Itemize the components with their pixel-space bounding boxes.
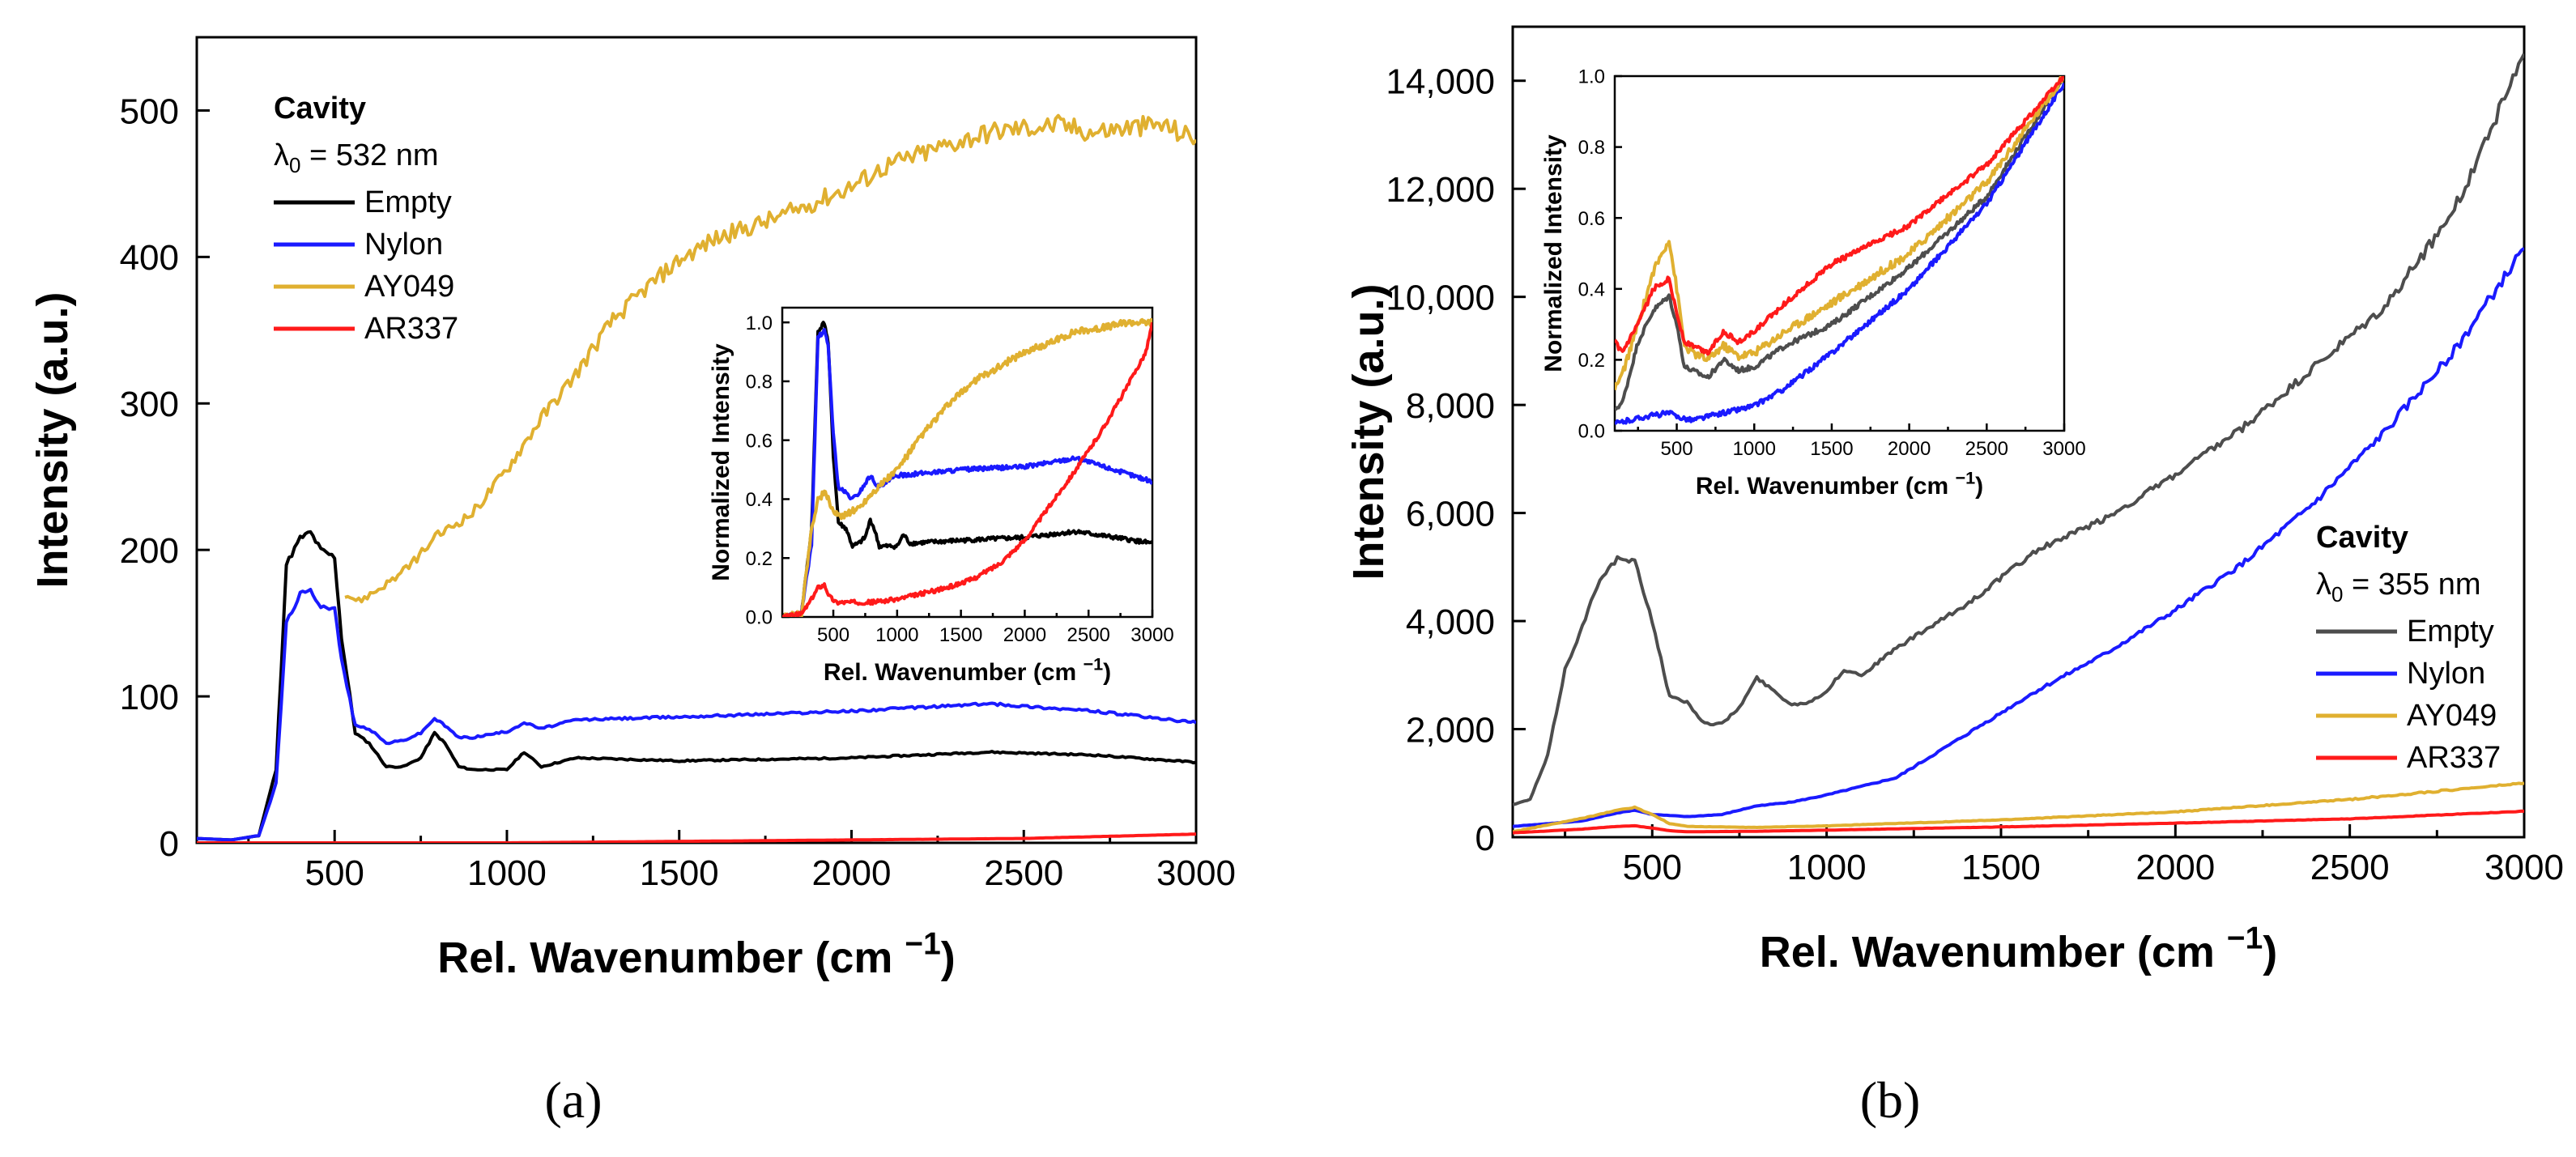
panel-a-inset: 500 1000 1500 2000 2500 3000 0.0 0.2 0.4 0.6 0.8 1.… xyxy=(708,306,1174,686)
panel-b-legend-entry-empty: Empty xyxy=(2407,615,2494,649)
panel-a-ytick-label: 500 xyxy=(120,91,179,131)
panel-b-xtick-label: 1000 xyxy=(1787,848,1867,887)
panel-a-inset-xtick-label: 2500 xyxy=(1067,624,1110,646)
panel-b-inset-ytick-label: 0.8 xyxy=(1578,137,1605,159)
panel-a-xtick-label: 1500 xyxy=(640,853,719,893)
panel-a-inset-xtick-label: 1000 xyxy=(875,624,918,646)
panel-a-xtick-label: 2000 xyxy=(812,853,892,893)
panel-b-inset-xtick-label: 1500 xyxy=(1810,438,1853,460)
panel-b-xtick-label: 3000 xyxy=(2484,848,2564,887)
panel-b-xtick-label: 500 xyxy=(1623,848,1682,887)
panel-b-caption: (b) xyxy=(1860,1071,1921,1129)
panel-a-inset-ylabel: Normalized Intensity xyxy=(708,343,734,581)
panel-b-ytick-label: 12,000 xyxy=(1386,170,1495,210)
panel-b-inset-ytick-label: 1.0 xyxy=(1578,66,1605,88)
panel-b-xtick-label: 2000 xyxy=(2135,848,2215,887)
panel-b-legend-entry-ay049: AY049 xyxy=(2407,699,2497,733)
panel-b-ytick-label: 8,000 xyxy=(1406,386,1495,426)
panel-a-legend-title: Cavity xyxy=(274,91,366,125)
panel-b-legend-title: Cavity xyxy=(2316,521,2408,555)
panel-b-series-ay049 xyxy=(1513,781,2524,834)
panel-a-xtick-label: 1000 xyxy=(467,853,547,893)
panel-b-frame xyxy=(1511,25,2526,839)
panel-b-inset-xtick-label: 500 xyxy=(1661,438,1693,460)
panel-a-inset-ytick-label: 1.0 xyxy=(746,313,773,334)
panel-a-inset-series-ay049 xyxy=(782,317,1152,617)
panel-a-xtick-label: 2500 xyxy=(984,853,1063,893)
panel-b-series-nylon xyxy=(1513,247,2524,828)
panel-b-xtick-label: 2500 xyxy=(2310,848,2390,887)
panel-b-xtick-label: 1500 xyxy=(1961,848,2041,887)
panel-a-ytick-label: 400 xyxy=(120,238,179,278)
panel-a-legend-entry-empty: Empty xyxy=(364,185,452,219)
panel-a-series-ar337 xyxy=(197,832,1196,843)
panel-b-inset-bg xyxy=(1613,74,2066,432)
panel-b-ytick-label: 2,000 xyxy=(1406,710,1495,750)
panel-b-ytick-label: 10,000 xyxy=(1386,279,1495,318)
panel-b-inset-xtick-label: 2500 xyxy=(1965,438,2008,460)
panel-a-inset-ytick-label: 0.0 xyxy=(746,607,773,629)
panel-a-inset-xtick-label: 2000 xyxy=(1003,624,1046,646)
panel-a-ylabel: Intensity (a.u.) xyxy=(28,291,77,588)
panel-b-inset-xlabel: Rel. Wavenumber (cm −1) xyxy=(1696,467,1983,500)
panel-a-legend-wavelength: λ0 = 532 nm xyxy=(274,138,439,177)
panel-b-ylabel: Intensity (a.u.) xyxy=(1344,283,1393,580)
panel-a-xtick-label: 3000 xyxy=(1156,853,1236,893)
panel-a-inset-series-nylon xyxy=(782,327,1152,617)
panel-b-ytick-label: 4,000 xyxy=(1406,602,1495,642)
panel-b-inset-ytick-label: 0.6 xyxy=(1578,208,1605,230)
panel-a: 500 1000 1500 2000 2500 3000 0 100 200 300 400 500 R… xyxy=(28,36,1236,1129)
panel-a-inset-xlabel: Rel. Wavenumber (cm −1) xyxy=(824,653,1111,686)
panel-a-inset-frame xyxy=(781,306,1154,619)
panel-a-series-empty xyxy=(197,530,1196,842)
panel-b-inset-series-nylon xyxy=(1615,83,2064,425)
panel-b: 500 1000 1500 2000 2500 3000 0 2,000 4,000 6,000 8… xyxy=(1344,25,2564,1129)
panel-a-inset-series-ar337 xyxy=(782,321,1152,617)
panel-b-series-empty xyxy=(1513,53,2524,806)
panel-a-inset-ytick-label: 0.8 xyxy=(746,372,773,393)
panel-b-inset-xtick-label: 3000 xyxy=(2042,438,2085,460)
panel-b-inset-ylabel: Normalized Intensity xyxy=(1540,134,1567,372)
panel-b-inset-ytick-label: 0.4 xyxy=(1578,279,1605,300)
panel-b-legend-entry-nylon: Nylon xyxy=(2407,657,2485,691)
panel-a-inset-ytick-label: 0.2 xyxy=(746,548,773,570)
panel-a-caption: (a) xyxy=(544,1071,602,1129)
panel-a-xtick-label: 500 xyxy=(304,853,364,893)
panel-a-series-nylon xyxy=(197,588,1196,842)
panel-a-inset-xtick-label: 3000 xyxy=(1130,624,1173,646)
panel-b-inset-ytick-label: 0.2 xyxy=(1578,350,1605,372)
panel-b-ytick-label: 0 xyxy=(1475,819,1495,858)
panel-a-inset-series-empty xyxy=(782,321,1152,617)
panel-a-ytick-label: 0 xyxy=(160,824,179,864)
panel-b-series-ar337 xyxy=(1513,809,2524,835)
panel-a-inset-xtick-label: 1500 xyxy=(939,624,982,646)
panel-a-ytick-label: 100 xyxy=(120,678,179,717)
panel-a-legend-entry-nylon: Nylon xyxy=(364,228,443,262)
panel-b-inset-series-empty xyxy=(1615,76,2064,411)
panel-b-inset-frame xyxy=(1613,74,2066,432)
panel-a-ytick-label: 300 xyxy=(120,385,179,424)
panel-a-xlabel: Rel. Wavenumber (cm −1) xyxy=(437,926,955,982)
panel-a-inset-xtick-label: 500 xyxy=(817,624,849,646)
panel-a-inset-ytick-label: 0.6 xyxy=(746,430,773,452)
panel-b-inset: 500 1000 1500 2000 2500 3000 0.0 0.2 0.4 0.6 0.8 1.… xyxy=(1540,66,2086,500)
panel-b-legend-entry-ar337: AR337 xyxy=(2407,741,2501,775)
panel-b-inset-series-ay049 xyxy=(1615,76,2064,391)
panel-b-ytick-label: 6,000 xyxy=(1406,494,1495,534)
panel-a-series-ay049 xyxy=(344,113,1196,604)
panel-b-inset-series-ar337 xyxy=(1615,76,2064,356)
panel-b-inset-ytick-label: 0.0 xyxy=(1578,421,1605,443)
panel-b-xlabel: Rel. Wavenumber (cm −1) xyxy=(1760,921,2277,976)
panel-a-legend-entry-ar337: AR337 xyxy=(364,312,458,346)
panel-b-inset-xtick-label: 1000 xyxy=(1733,438,1776,460)
panel-b-ytick-label: 14,000 xyxy=(1386,62,1495,102)
panel-b-legend-wavelength: λ0 = 355 nm xyxy=(2316,568,2481,606)
panel-a-inset-ytick-label: 0.4 xyxy=(746,489,773,511)
panel-b-inset-xtick-label: 2000 xyxy=(1888,438,1931,460)
panel-a-ytick-label: 200 xyxy=(120,531,179,571)
panel-a-legend-entry-ay049: AY049 xyxy=(364,270,454,304)
